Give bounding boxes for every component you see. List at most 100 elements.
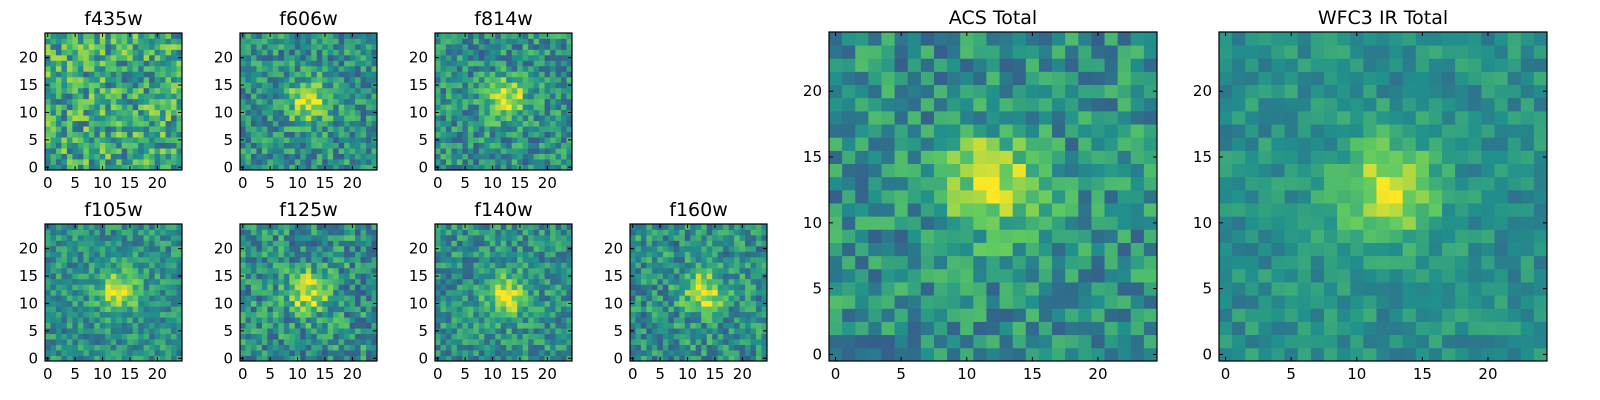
heatmap-cell bbox=[533, 311, 540, 318]
heatmap-cell bbox=[143, 273, 150, 280]
heatmap-cell bbox=[83, 339, 90, 345]
heatmap-cell bbox=[500, 148, 507, 154]
heatmap-cell bbox=[149, 234, 155, 241]
heatmap-cell bbox=[66, 234, 73, 241]
heatmap-cell bbox=[272, 224, 279, 230]
heatmap-cell bbox=[717, 322, 724, 329]
heatmap-cell bbox=[165, 289, 172, 296]
heatmap-cell bbox=[933, 295, 948, 309]
heatmap-cell bbox=[355, 60, 361, 67]
heatmap-cell bbox=[1130, 347, 1145, 362]
heatmap-cell bbox=[706, 344, 713, 351]
heatmap-cell bbox=[445, 306, 452, 313]
heatmap-cell bbox=[973, 295, 987, 309]
heatmap-cell bbox=[240, 278, 246, 285]
heatmap-cell bbox=[528, 93, 535, 100]
heatmap-cell bbox=[451, 115, 458, 122]
heatmap-cell bbox=[105, 311, 112, 318]
heatmap-cell bbox=[435, 142, 441, 149]
heatmap-cell bbox=[478, 159, 485, 165]
heatmap-cell bbox=[110, 164, 117, 171]
heatmap-cell bbox=[278, 38, 285, 45]
heatmap-cell bbox=[657, 267, 664, 274]
heatmap-cell bbox=[77, 98, 84, 105]
heatmap-cell bbox=[484, 93, 491, 100]
heatmap-cell bbox=[99, 159, 106, 165]
heatmap-cell bbox=[544, 65, 551, 72]
heatmap-cell bbox=[462, 322, 469, 329]
heatmap-cell bbox=[478, 284, 485, 291]
heatmap-cell bbox=[684, 328, 691, 334]
heatmap-cell bbox=[1052, 176, 1066, 191]
heatmap-cell bbox=[907, 229, 922, 243]
heatmap-cell bbox=[657, 251, 664, 258]
heatmap-cell bbox=[138, 71, 145, 78]
heatmap-cell bbox=[176, 49, 183, 56]
heatmap-cell bbox=[662, 245, 669, 252]
heatmap-cell bbox=[555, 49, 562, 56]
heatmap-cell bbox=[305, 148, 312, 154]
heatmap-cell bbox=[143, 126, 150, 133]
heatmap-cell bbox=[734, 317, 740, 324]
heatmap-cell bbox=[240, 120, 246, 127]
heatmap-cell bbox=[539, 317, 545, 324]
heatmap-cell bbox=[294, 317, 301, 324]
heatmap-cell bbox=[489, 65, 496, 72]
heatmap-cell bbox=[728, 273, 735, 280]
heatmap-cell bbox=[110, 355, 117, 362]
heatmap-cell bbox=[920, 163, 935, 178]
heatmap-cell bbox=[435, 333, 441, 340]
heatmap-cell bbox=[533, 137, 540, 143]
heatmap-cell bbox=[66, 344, 73, 351]
heatmap-cell bbox=[171, 54, 177, 61]
heatmap-cell bbox=[66, 284, 73, 291]
heatmap-cell bbox=[544, 328, 551, 334]
heatmap-cell bbox=[761, 278, 768, 285]
heatmap-cell bbox=[127, 126, 134, 133]
heatmap-cell bbox=[55, 251, 62, 258]
heatmap-cell bbox=[473, 306, 480, 313]
heatmap-cell bbox=[734, 245, 740, 252]
heatmap-cell bbox=[171, 256, 177, 263]
heatmap-cell bbox=[300, 234, 307, 241]
heatmap-cell bbox=[77, 333, 84, 340]
heatmap-cell bbox=[366, 311, 372, 318]
heatmap-cell bbox=[55, 65, 62, 72]
heatmap-cell bbox=[360, 284, 367, 291]
heatmap-cell bbox=[116, 115, 123, 122]
heatmap-cell bbox=[550, 76, 556, 83]
heatmap-cell bbox=[355, 153, 361, 160]
heatmap-cell bbox=[77, 322, 84, 329]
heatmap-cell bbox=[132, 229, 139, 236]
heatmap-cell bbox=[349, 153, 356, 160]
heatmap-cell bbox=[855, 163, 869, 178]
heatmap-cell bbox=[250, 71, 257, 78]
heatmap-cell bbox=[171, 355, 177, 362]
heatmap-cell bbox=[283, 322, 290, 329]
heatmap-cell bbox=[256, 131, 263, 138]
heatmap-cell bbox=[360, 289, 367, 296]
heatmap-cell bbox=[154, 137, 161, 143]
heatmap-cell bbox=[77, 148, 84, 154]
heatmap-cell bbox=[143, 120, 150, 127]
heatmap-cell bbox=[165, 120, 172, 127]
heatmap-cell bbox=[635, 224, 642, 230]
heatmap-cell bbox=[94, 224, 101, 230]
heatmap-cell bbox=[506, 289, 513, 296]
heatmap-cell bbox=[690, 284, 697, 291]
heatmap-cell bbox=[99, 109, 106, 116]
heatmap-cell bbox=[94, 317, 101, 324]
heatmap-cell bbox=[110, 38, 117, 45]
heatmap-cell bbox=[360, 71, 367, 78]
heatmap-cell bbox=[338, 339, 345, 345]
heatmap-cell bbox=[451, 98, 458, 105]
heatmap-cell bbox=[66, 262, 73, 269]
heatmap-cell bbox=[99, 120, 106, 127]
heatmap-cell bbox=[283, 262, 290, 269]
heatmap-cell bbox=[121, 328, 128, 334]
heatmap-cell bbox=[149, 164, 155, 171]
heatmap-cell bbox=[894, 242, 909, 257]
heatmap-cell bbox=[127, 240, 134, 247]
heatmap-cell bbox=[522, 115, 529, 122]
heatmap-cell bbox=[1038, 255, 1053, 270]
